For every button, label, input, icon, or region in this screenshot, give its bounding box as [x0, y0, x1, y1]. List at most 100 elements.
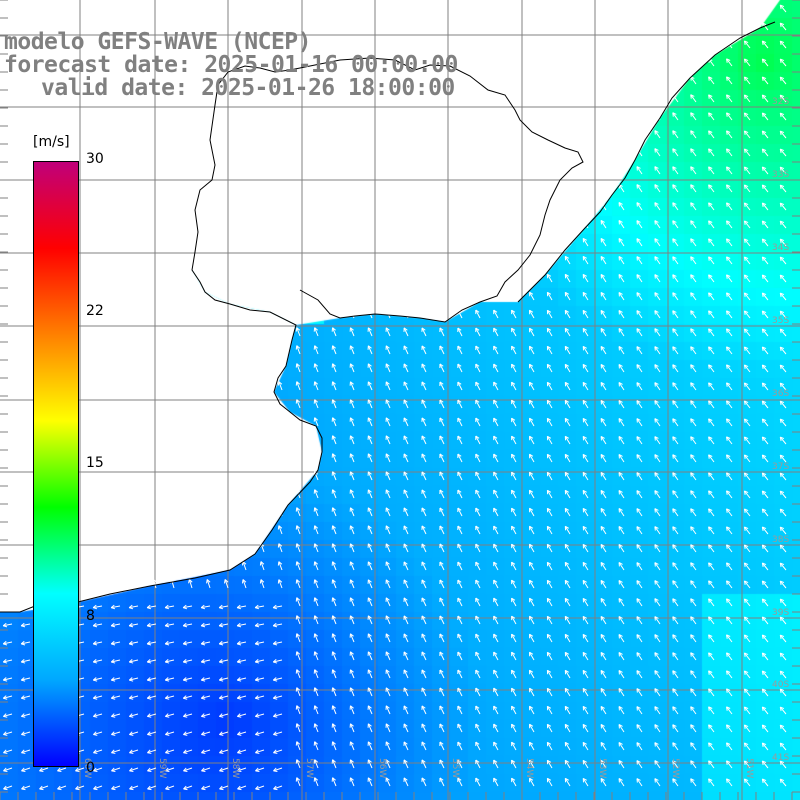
wind-vector: [743, 526, 751, 535]
wind-vector: [743, 346, 751, 355]
wind-vector: [779, 670, 787, 679]
latitude-label: 37S: [772, 462, 789, 472]
wind-vector: [636, 760, 643, 769]
wind-vector: [313, 381, 319, 391]
wind-vector: [600, 453, 607, 463]
wind-vector: [528, 651, 535, 661]
wind-vector: [403, 759, 409, 769]
wind-vector: [273, 785, 283, 791]
wind-vector: [421, 723, 427, 733]
wind-vector: [564, 543, 571, 553]
wind-vector: [349, 543, 355, 553]
wind-vector: [421, 777, 427, 787]
wind-vector: [726, 634, 733, 643]
wind-vector: [493, 615, 499, 625]
wind-vector: [528, 759, 535, 769]
wind-vector: [564, 381, 571, 391]
wind-vector: [421, 471, 427, 481]
wind-vector: [165, 731, 175, 736]
wind-vector: [475, 363, 481, 373]
wind-vector: [367, 597, 373, 607]
wind-vector: [743, 598, 751, 607]
wind-vector: [313, 525, 319, 535]
wind-vector: [147, 749, 157, 754]
wind-vector: [254, 604, 265, 610]
wind-vector: [743, 130, 751, 139]
wind-vector: [475, 345, 481, 355]
longitude-labels: 60W 59W 58W 57W 56W 55W 54W 53W 52W 51W: [82, 758, 754, 778]
wind-vector: [421, 525, 427, 535]
wind-vector: [654, 238, 661, 247]
wind-vector: [546, 777, 553, 787]
wind-vector: [726, 454, 733, 463]
wind-vector: [726, 724, 733, 733]
wind-vector: [3, 731, 13, 736]
wind-vector: [761, 436, 769, 445]
wind-vector: [708, 166, 715, 175]
wind-vector: [743, 382, 751, 391]
wind-vector: [164, 677, 175, 682]
wind-vector: [39, 767, 49, 773]
wind-vector: [708, 760, 715, 769]
wind-vector: [528, 507, 535, 517]
wind-vector: [2, 695, 13, 700]
wind-vector: [726, 76, 733, 85]
wind-vector: [313, 741, 319, 751]
wind-vector: [475, 309, 481, 319]
wind-vector: [582, 489, 589, 499]
wind-vector: [255, 767, 265, 773]
wind-vector: [475, 525, 481, 535]
wind-vector: [475, 705, 481, 715]
wind-vector: [636, 220, 643, 229]
wind-vector: [403, 687, 409, 697]
wind-vector: [582, 525, 589, 535]
wind-vector: [439, 651, 445, 661]
wind-vector: [690, 418, 697, 427]
wind-vector: [331, 669, 337, 679]
wind-vector: [690, 148, 697, 157]
wind-vector: [92, 659, 103, 664]
wind-vector: [457, 579, 463, 589]
wind-vector: [111, 785, 121, 791]
wind-vector: [726, 112, 733, 121]
wind-vector: [690, 526, 697, 535]
wind-vector: [761, 58, 769, 67]
wind-vector: [618, 706, 625, 715]
wind-vector: [349, 705, 355, 715]
wind-vector: [672, 364, 679, 373]
wind-vector: [511, 453, 517, 463]
wind-vector: [636, 580, 643, 589]
wind-vector: [779, 508, 787, 517]
wind-vector: [779, 616, 787, 625]
wind-vector: [475, 687, 481, 697]
wind-vector: [546, 597, 553, 607]
wind-vector: [743, 418, 751, 427]
wind-vector: [493, 381, 499, 391]
wind-vector: [726, 220, 733, 229]
wind-vector: [600, 615, 607, 625]
wind-vector: [254, 677, 265, 682]
wind-vector: [779, 472, 787, 481]
wind-vector: [564, 417, 571, 427]
wind-vector: [218, 677, 229, 682]
latitude-label: 32S: [772, 97, 789, 107]
wind-vector: [331, 453, 337, 463]
wind-vector: [779, 148, 787, 157]
wind-vector: [367, 561, 373, 571]
wind-vector: [493, 435, 499, 445]
wind-vector: [564, 579, 571, 589]
wind-vector: [546, 273, 553, 283]
wind-vector: [475, 327, 481, 337]
wind-vector: [546, 651, 553, 661]
wind-vector: [385, 561, 391, 571]
wind-vector: [128, 695, 139, 700]
wind-vector: [493, 669, 499, 679]
wind-vector: [672, 166, 679, 175]
wind-vector: [726, 166, 733, 175]
wind-vector: [439, 669, 445, 679]
wind-vector: [313, 615, 319, 625]
wind-vector: [272, 604, 283, 610]
wind-vector: [726, 580, 733, 589]
wind-vector: [255, 785, 265, 791]
wind-vector: [295, 651, 301, 661]
